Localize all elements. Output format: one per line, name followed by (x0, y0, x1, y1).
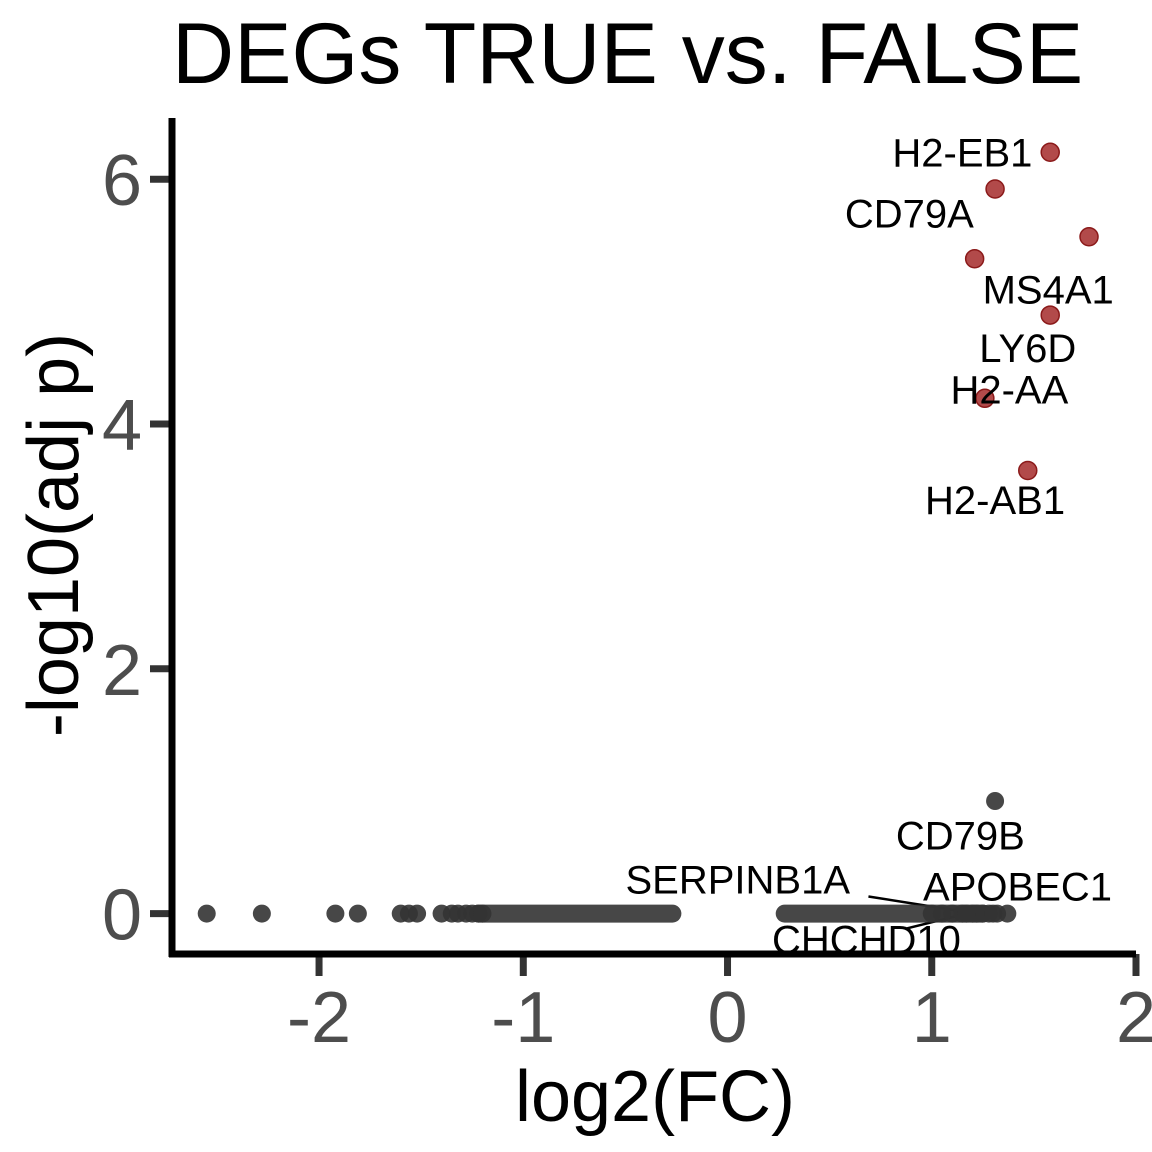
gene-label: MS4A1 (983, 268, 1114, 312)
data-point (998, 904, 1017, 923)
gene-label: APOBEC1 (923, 866, 1112, 910)
y-tick-label: 6 (102, 141, 142, 221)
x-tick-label: 2 (1116, 978, 1152, 1058)
x-tick-label: 1 (912, 978, 952, 1058)
significant-point (985, 179, 1005, 199)
chart-title: DEGs TRUE vs. FALSE (172, 6, 1083, 102)
gene-label: H2-AB1 (925, 479, 1065, 523)
data-point (197, 904, 216, 923)
data-point (326, 904, 345, 923)
data-point (957, 904, 976, 923)
x-axis-title: log2(FC) (515, 1057, 795, 1137)
gene-label: CD79B (896, 814, 1025, 858)
y-axis-ticks: 0 2 4 6 (102, 141, 172, 956)
data-point (348, 904, 367, 923)
gene-label: H2-EB1 (892, 131, 1032, 175)
significant-point (1040, 305, 1060, 325)
data-points (197, 142, 1099, 923)
significant-point (1018, 460, 1038, 481)
y-tick-label: 4 (102, 386, 142, 466)
y-tick-label: 2 (102, 631, 142, 711)
data-point (984, 904, 1003, 923)
data-point (473, 904, 492, 923)
significant-point (975, 388, 995, 409)
significant-point (1079, 226, 1099, 247)
significant-point (964, 249, 985, 269)
x-tick-label: -2 (287, 978, 351, 1058)
gene-label: H2-AA (950, 369, 1068, 413)
gene-label: SERPINB1A (625, 858, 850, 902)
gene-label: LY6D (979, 327, 1076, 371)
x-tick-label: 0 (708, 978, 748, 1058)
y-axis-title: -log10(adj p) (14, 333, 94, 737)
y-tick-label: 0 (102, 876, 142, 956)
x-axis-ticks: -2 -1 0 1 2 (287, 954, 1152, 1058)
gene-label: CD79A (845, 192, 974, 236)
data-point (408, 904, 427, 923)
significant-point (1040, 142, 1060, 163)
data-point (252, 904, 271, 923)
data-point (986, 791, 1005, 810)
x-tick-label: -1 (491, 978, 555, 1058)
